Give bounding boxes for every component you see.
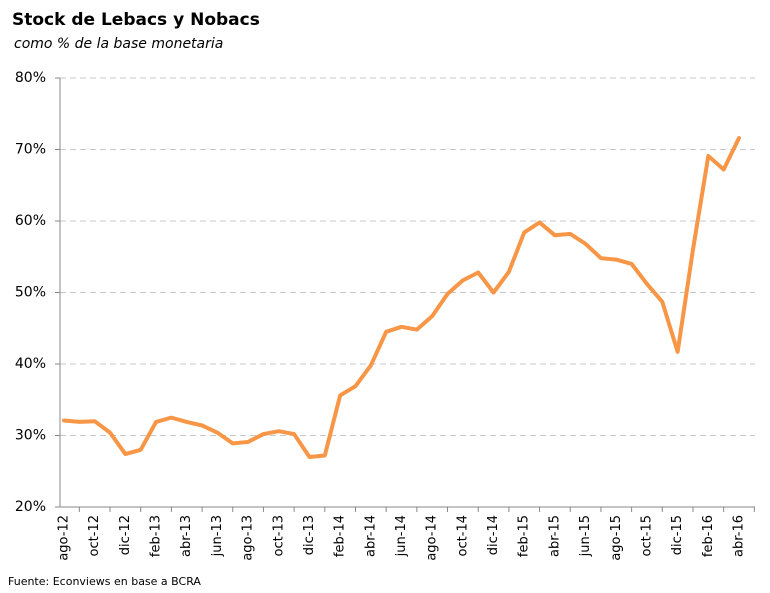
- x-tick-label: feb-13: [149, 515, 164, 557]
- x-tick-label: jun-15: [578, 515, 593, 557]
- y-tick-label: 20%: [15, 499, 46, 515]
- x-tick-label: dic-13: [302, 515, 317, 555]
- x-tick-label: ago-14: [425, 515, 440, 561]
- x-tick-label: feb-15: [517, 515, 532, 557]
- chart-title: Stock de Lebacs y Nobacs: [12, 10, 260, 30]
- source: Fuente: Econviews en base a BCRA: [8, 575, 201, 588]
- y-tick-label: 80%: [15, 70, 46, 86]
- y-tick-label: 50%: [15, 285, 46, 301]
- x-tick-label: abr-13: [179, 515, 194, 557]
- x-tick-label: feb-16: [701, 515, 716, 557]
- x-tick-label: abr-14: [363, 515, 378, 557]
- x-tick-label: jun-14: [394, 515, 409, 557]
- chart-subtitle: como % de la base monetaria: [14, 36, 223, 52]
- x-tick-label: abr-15: [547, 515, 562, 557]
- y-tick-label: 30%: [15, 428, 46, 444]
- x-tick-label: oct-12: [87, 515, 102, 556]
- x-tick-label: dic-12: [118, 515, 133, 555]
- x-tick-label: oct-13: [271, 515, 286, 556]
- x-tick-label: ago-13: [241, 515, 256, 561]
- y-tick-label: 40%: [15, 356, 46, 372]
- x-tick-label: ago-15: [609, 515, 624, 561]
- x-tick-label: ago-12: [57, 515, 72, 561]
- y-tick-label: 60%: [15, 213, 46, 229]
- x-tick-label: abr-16: [732, 515, 747, 557]
- x-tick-label: oct-14: [455, 515, 470, 556]
- x-tick-label: oct-15: [639, 515, 654, 556]
- line: [62, 136, 741, 459]
- x-tick-label: jun-13: [210, 515, 225, 557]
- y-tick-label: 70%: [15, 142, 46, 158]
- x-tick-label: dic-14: [486, 515, 501, 555]
- x-tick-label: feb-14: [333, 515, 348, 557]
- x-tick-label: dic-15: [670, 515, 685, 555]
